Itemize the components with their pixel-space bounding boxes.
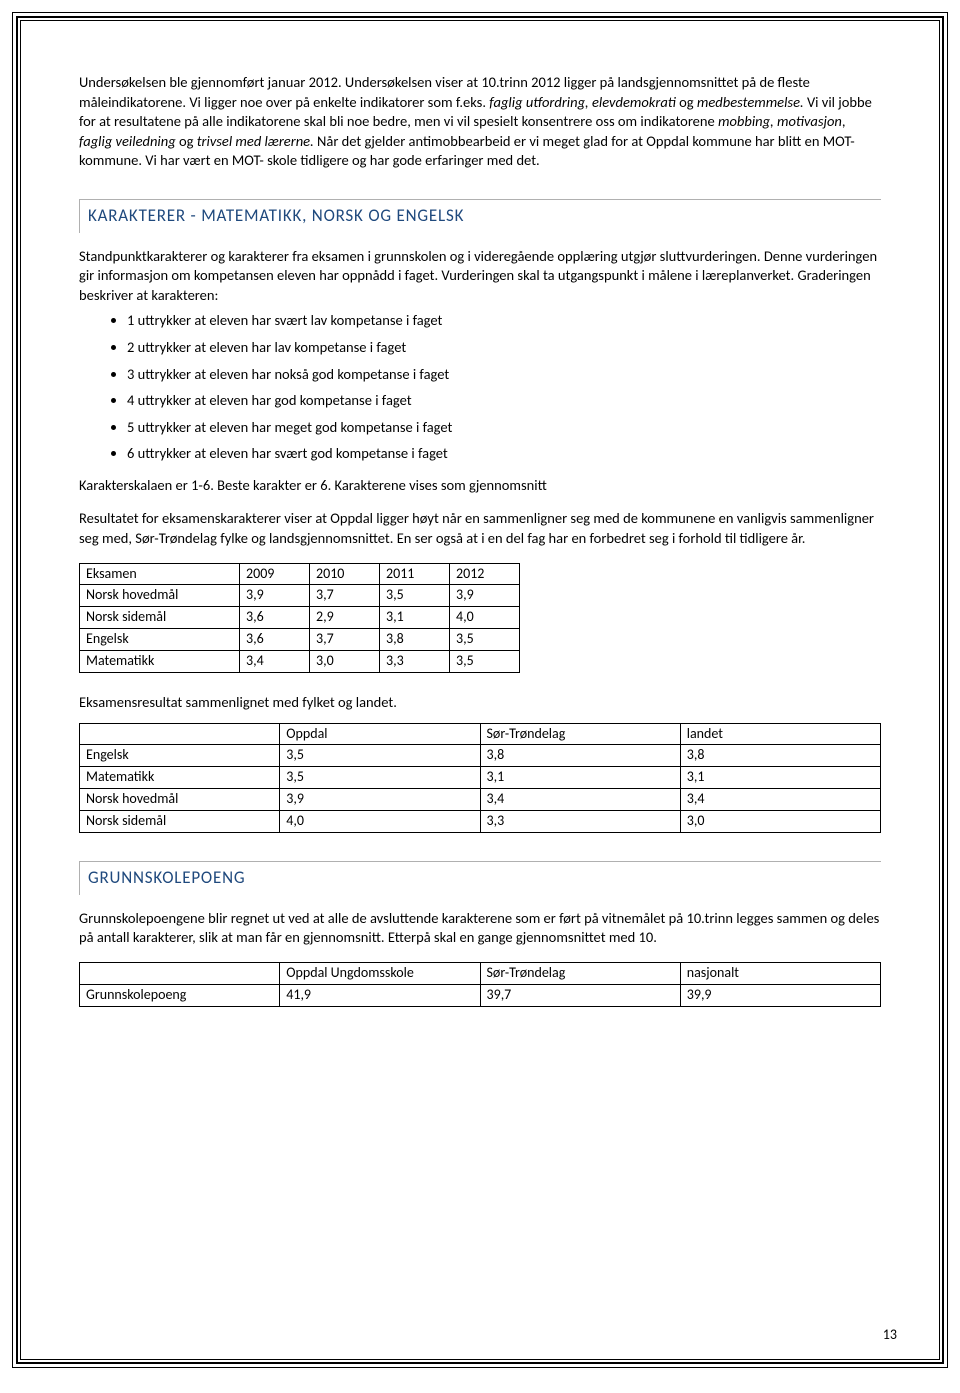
intro-text-4: ,	[842, 112, 846, 130]
section1-paragraph-3: Resultatet for eksamenskarakterer viser …	[79, 509, 881, 548]
table-cell: 3,8	[480, 745, 680, 767]
list-item: 5 uttrykker at eleven har meget god komp…	[127, 418, 881, 438]
table-cell: 3,8	[380, 629, 450, 651]
table-cell: Matematikk	[80, 651, 240, 673]
table-row: Matematikk 3,4 3,0 3,3 3,5	[80, 651, 520, 673]
table-header	[80, 723, 280, 745]
section2-paragraph-1: Grunnskolepoengene blir regnet ut ved at…	[79, 909, 881, 948]
table-cell: 3,7	[310, 629, 380, 651]
table-cell: Engelsk	[80, 629, 240, 651]
section-heading-karakterer: KARAKTERER - MATEMATIKK, NORSK OG ENGELS…	[79, 199, 881, 233]
table-cell: Matematikk	[80, 767, 280, 789]
table-header-row: Oppdal Ungdomsskole Sør-Trøndelag nasjon…	[80, 963, 881, 985]
table-cell: 3,7	[310, 585, 380, 607]
table-header: Oppdal	[280, 723, 480, 745]
table-header: 2012	[450, 563, 520, 585]
intro-text-5: og	[176, 132, 197, 150]
table-row: Grunnskolepoeng 41,9 39,7 39,9	[80, 984, 881, 1006]
table-cell: 3,1	[480, 767, 680, 789]
table-row: Matematikk 3,5 3,1 3,1	[80, 767, 881, 789]
table-cell: 3,5	[280, 767, 480, 789]
table-cell: 3,5	[380, 585, 450, 607]
list-item: 2 uttrykker at eleven har lav kompetanse…	[127, 338, 881, 358]
table-cell: 39,7	[480, 984, 680, 1006]
table-cell: Norsk hovedmål	[80, 789, 280, 811]
list-item: 1 uttrykker at eleven har svært lav komp…	[127, 311, 881, 331]
table-cell: 3,8	[680, 745, 880, 767]
table-header: Sør-Trøndelag	[480, 723, 680, 745]
table-cell: Norsk hovedmål	[80, 585, 240, 607]
section1-paragraph-2: Karakterskalaen er 1-6. Beste karakter e…	[79, 476, 881, 496]
intro-italic-4: faglig veiledning	[79, 132, 176, 150]
table-header-row: Eksamen 2009 2010 2011 2012	[80, 563, 520, 585]
table-header: Oppdal Ungdomsskole	[280, 963, 480, 985]
table-cell: 4,0	[280, 811, 480, 833]
section1-paragraph-1: Standpunktkarakterer og karakterer fra e…	[79, 247, 881, 306]
table-cell: Grunnskolepoeng	[80, 984, 280, 1006]
exam-results-by-year-table: Eksamen 2009 2010 2011 2012 Norsk hovedm…	[79, 563, 520, 673]
table-header	[80, 963, 280, 985]
table-cell: 3,5	[450, 651, 520, 673]
table-header: nasjonalt	[680, 963, 880, 985]
exam-results-comparison-table: Oppdal Sør-Trøndelag landet Engelsk 3,5 …	[79, 723, 881, 833]
table-row: Norsk sidemål 3,6 2,9 3,1 4,0	[80, 607, 520, 629]
table-cell: 3,9	[240, 585, 310, 607]
table-cell: 3,0	[680, 811, 880, 833]
table-cell: 3,4	[680, 789, 880, 811]
table-row: Norsk hovedmål 3,9 3,4 3,4	[80, 789, 881, 811]
grunnskolepoeng-table: Oppdal Ungdomsskole Sør-Trøndelag nasjon…	[79, 962, 881, 1007]
list-item: 3 uttrykker at eleven har nokså god komp…	[127, 365, 881, 385]
table-cell: 3,9	[450, 585, 520, 607]
table-cell: 3,4	[480, 789, 680, 811]
table-cell: 3,6	[240, 629, 310, 651]
table-cell: Norsk sidemål	[80, 607, 240, 629]
table-cell: 3,4	[240, 651, 310, 673]
intro-italic-1: faglig utfordring, elevdemokrati	[489, 93, 679, 111]
table-cell: 3,3	[480, 811, 680, 833]
page-number: 13	[883, 1326, 897, 1345]
table-cell: Norsk sidemål	[80, 811, 280, 833]
intro-paragraph: Undersøkelsen ble gjennomført januar 201…	[79, 73, 881, 171]
table-cell: Engelsk	[80, 745, 280, 767]
table-row: Norsk hovedmål 3,9 3,7 3,5 3,9	[80, 585, 520, 607]
table-cell: 2,9	[310, 607, 380, 629]
grading-bullet-list: 1 uttrykker at eleven har svært lav komp…	[127, 311, 881, 463]
table-row: Engelsk 3,6 3,7 3,8 3,5	[80, 629, 520, 651]
list-item: 4 uttrykker at eleven har god kompetanse…	[127, 391, 881, 411]
list-item: 6 uttrykker at eleven har svært god komp…	[127, 444, 881, 464]
table-header: 2010	[310, 563, 380, 585]
page-mid-border: Undersøkelsen ble gjennomført januar 201…	[16, 16, 944, 1364]
page-inner-border: Undersøkelsen ble gjennomført januar 201…	[20, 20, 940, 1360]
table-cell: 3,1	[380, 607, 450, 629]
table-header: Eksamen	[80, 563, 240, 585]
table-cell: 3,5	[280, 745, 480, 767]
table-header: landet	[680, 723, 880, 745]
table-cell: 3,5	[450, 629, 520, 651]
table-cell: 3,1	[680, 767, 880, 789]
intro-italic-2: medbestemmelse.	[697, 93, 807, 111]
intro-text-2: og	[679, 93, 697, 111]
table-header: 2011	[380, 563, 450, 585]
table-cell: 3,6	[240, 607, 310, 629]
table2-caption: Eksamensresultat sammenlignet med fylket…	[79, 693, 881, 713]
table-cell: 3,0	[310, 651, 380, 673]
table-header: 2009	[240, 563, 310, 585]
table-cell: 3,9	[280, 789, 480, 811]
section-heading-grunnskolepoeng: GRUNNSKOLEPOENG	[79, 861, 881, 895]
table-cell: 39,9	[680, 984, 880, 1006]
page-outer-border: Undersøkelsen ble gjennomført januar 201…	[12, 12, 948, 1368]
table-cell: 41,9	[280, 984, 480, 1006]
table-cell: 4,0	[450, 607, 520, 629]
table-cell: 3,3	[380, 651, 450, 673]
table-row: Norsk sidemål 4,0 3,3 3,0	[80, 811, 881, 833]
table-header-row: Oppdal Sør-Trøndelag landet	[80, 723, 881, 745]
table-row: Engelsk 3,5 3,8 3,8	[80, 745, 881, 767]
intro-italic-3: mobbing, motivasjon	[718, 112, 842, 130]
table-header: Sør-Trøndelag	[480, 963, 680, 985]
intro-italic-5: trivsel med lærerne.	[197, 132, 317, 150]
